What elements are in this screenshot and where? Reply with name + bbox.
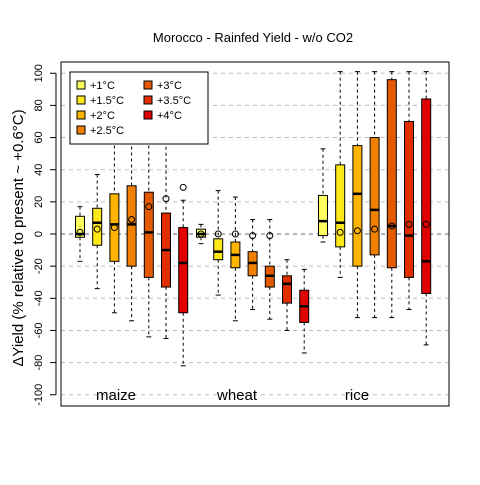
marker-point [110,224,118,232]
box-rice-2 [352,145,363,267]
legend-swatch [76,95,86,105]
marker-point [336,228,344,236]
legend-item: +1.5°C [76,95,124,107]
legend-label: +3°C [157,80,182,92]
legend-label: +2°C [90,110,115,122]
group-label-rice: rice [345,387,369,404]
box-rice-1 [335,164,346,248]
y-tick-label: 60 [33,131,45,143]
group-labels: maize wheat rice [96,387,369,404]
group-maize [75,79,189,367]
y-tick-label: -60 [33,322,45,338]
legend-item: +2°C [76,110,115,122]
y-tick-label: 20 [33,196,45,208]
y-tick-label: 0 [33,231,45,237]
legend-label: +1.5°C [90,95,124,107]
box-rice-4 [386,79,397,269]
marker-point [128,216,136,224]
marker-point [353,227,361,235]
y-tick-label: -80 [33,355,45,371]
marker-point [231,230,239,238]
y-tick-label: -20 [33,258,45,274]
marker-point [405,220,413,228]
marker-point [266,232,274,240]
y-axis-label: ΔYield (% relative to present ~ +0.6°C) [10,109,27,366]
box-maize-6 [178,227,189,314]
box-maize-4 [143,191,154,278]
legend-swatch [143,80,153,90]
legend-label: +4°C [157,110,182,122]
legend-item: +3°C [143,80,182,92]
box-wheat-5 [282,275,292,304]
group-rice [318,71,432,346]
legend-swatch [143,95,153,105]
box-maize-1 [92,207,103,246]
legend-item: +4°C [143,110,182,122]
legend-label: +1°C [90,80,115,92]
marker-point [179,183,187,191]
legend-item: +3.5°C [143,95,191,107]
y-axis: -100 -80 -60 -40 -20 0 20 40 60 80 100 [33,64,57,406]
marker-point [145,203,153,211]
box-wheat-1 [213,238,224,261]
box-rice-6 [421,98,432,294]
legend-item: +2.5°C [76,125,124,137]
marker-point [93,225,101,233]
plot-frame [60,61,450,407]
y-tick-label: 40 [33,164,45,176]
box-rice-0 [318,194,328,237]
legend: +1°C +1.5°C +2°C +2.5°C +3°C +3.5°C +4°C [69,71,209,145]
marker-point [162,195,170,203]
legend-swatch [76,125,86,135]
box-layer [75,71,432,367]
group-label-maize: maize [96,387,136,404]
box-maize-3 [126,185,137,267]
marker-point [371,225,379,233]
y-tick-label: 100 [33,64,45,82]
legend-item: +1°C [76,80,115,92]
y-tick-label: 80 [33,99,45,111]
group-wheat [196,190,310,354]
y-tick-label: -40 [33,290,45,306]
legend-swatch [76,110,86,120]
y-tick-label: -100 [33,384,45,406]
marker-point [388,222,396,230]
box-rice-3 [369,137,380,256]
group-label-wheat: wheat [216,387,258,404]
marker-point [249,232,257,240]
legend-label: +2.5°C [90,125,124,137]
legend-label: +3.5°C [157,95,191,107]
legend-swatch [76,80,86,90]
marker-point [76,228,84,236]
box-maize-0 [75,215,85,238]
legend-swatch [143,110,153,120]
box-rice-5 [404,120,414,278]
marker-point [214,230,222,238]
box-maize-2 [109,193,120,262]
marker-point [197,230,205,238]
chart-title: Morocco - Rainfed Yield - w/o CO2 [153,30,353,45]
legend-box [69,71,209,145]
marker-point [422,220,430,228]
